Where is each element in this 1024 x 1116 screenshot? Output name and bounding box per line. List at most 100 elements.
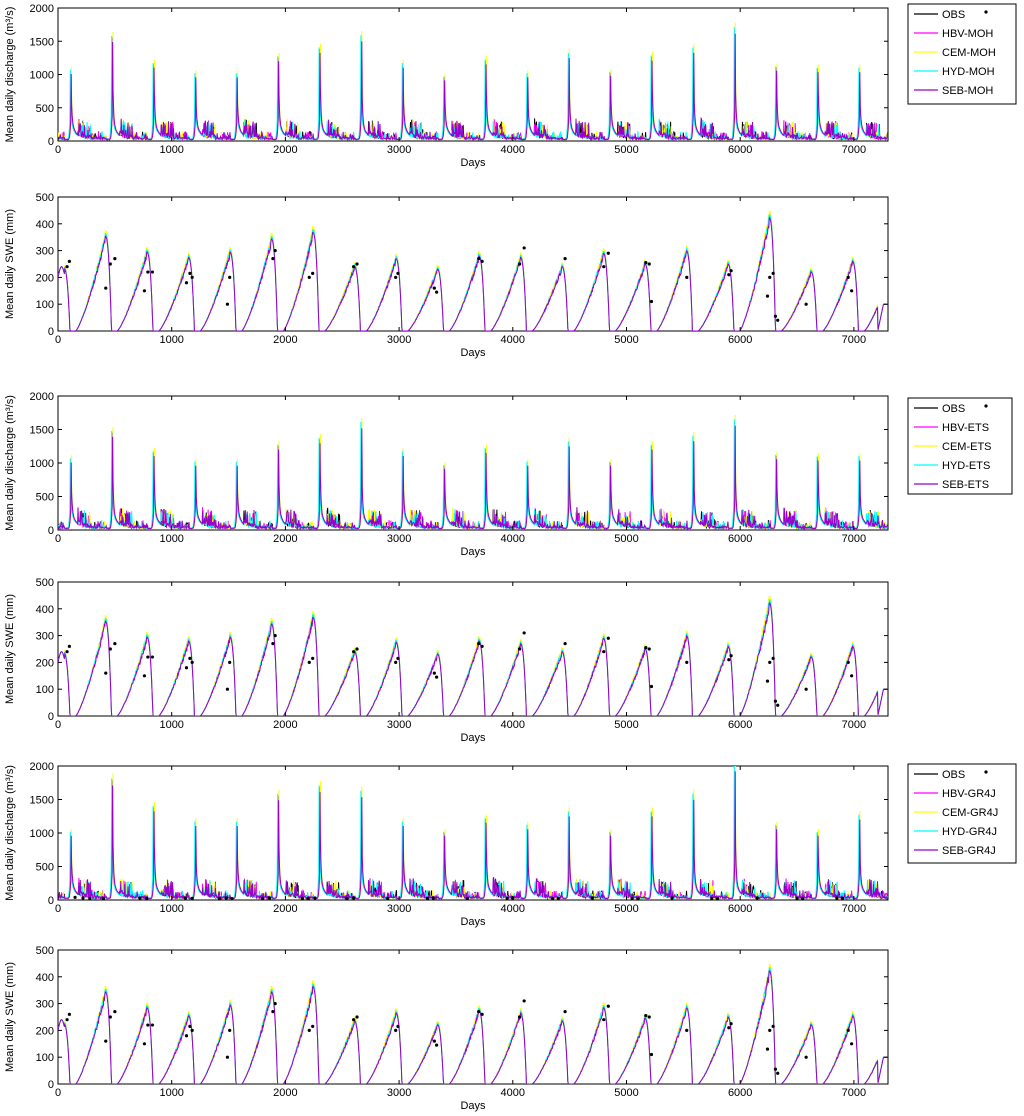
obs-point	[649, 299, 654, 304]
obs-point	[846, 660, 850, 665]
obs-point	[649, 684, 654, 689]
obs-point	[138, 896, 142, 900]
x-tick-label: 1000	[159, 1087, 183, 1099]
obs-point	[480, 1012, 484, 1016]
legend-entry: HYD-ETS	[942, 460, 990, 472]
y-tick-label: 500	[36, 103, 54, 115]
obs-point	[771, 1024, 775, 1028]
y-axis-label: Mean daily SWE (mm)	[4, 209, 16, 319]
chart-panel-4: 0 1000 2000 3000 4000 5000 6000 7000 0 100 200 300 4…	[4, 577, 889, 744]
y-axis-label: Mean daily discharge (m³/s)	[4, 765, 16, 901]
obs-point	[846, 1028, 850, 1032]
plot-frame	[57, 7, 889, 142]
legend-entry: HYD-GR4J	[942, 826, 997, 838]
legend-obs-marker	[984, 770, 988, 774]
plot-area	[58, 766, 888, 900]
obs-point	[556, 896, 560, 900]
legend-entry: CEM-MOH	[942, 47, 996, 59]
x-tick-label: 2000	[273, 144, 297, 156]
x-axis-label: Days	[460, 916, 486, 928]
legend: OBS HBV-GR4J CEM-GR4J HYD-GR4J SEB-GR4J	[907, 763, 1017, 864]
y-tick-label: 0	[48, 1079, 54, 1091]
obs-point	[518, 262, 522, 266]
obs-point	[636, 897, 640, 900]
obs-point	[771, 656, 775, 660]
y-tick-label: 0	[48, 895, 54, 907]
x-tick-label: 6000	[728, 719, 752, 731]
obs-point	[273, 1002, 277, 1006]
x-tick-label: 5000	[614, 903, 638, 915]
legend: OBS HBV-MOH CEM-MOH HYD-MOH SEB-MOH	[907, 3, 1017, 105]
obs-point	[188, 656, 192, 660]
obs-point	[670, 896, 674, 900]
obs-point	[113, 642, 117, 646]
obs-point	[685, 1028, 689, 1032]
legend-entry: SEB-MOH	[942, 85, 993, 97]
obs-point	[649, 1052, 654, 1057]
y-tick-label: 2000	[30, 761, 54, 773]
obs-point	[729, 269, 733, 273]
x-tick-label: 6000	[728, 334, 752, 346]
obs-point	[465, 897, 469, 900]
legend-entry: CEM-GR4J	[942, 807, 998, 819]
x-tick-label: 4000	[501, 144, 525, 156]
obs-point	[352, 896, 356, 900]
y-tick-label: 2000	[30, 3, 54, 15]
obs-point	[804, 302, 808, 306]
y-tick-label: 1000	[30, 828, 54, 840]
obs-point	[65, 265, 69, 269]
obs-point	[768, 660, 772, 665]
obs-point	[108, 647, 112, 651]
obs-point	[477, 1010, 481, 1014]
y-tick-label: 200	[36, 272, 54, 284]
x-axis-label: Days	[460, 1100, 486, 1112]
legend-box	[907, 3, 1017, 105]
legend-entry: HBV-ETS	[942, 422, 989, 434]
x-tick-label: 6000	[728, 533, 752, 545]
obs-point	[267, 896, 272, 900]
obs-point	[352, 650, 356, 654]
x-tick-label: 7000	[842, 719, 866, 731]
obs-point	[522, 631, 526, 635]
obs-point	[602, 650, 606, 654]
y-tick-label: 500	[36, 945, 54, 957]
obs-point	[522, 999, 526, 1003]
obs-point	[435, 290, 439, 294]
series-line-seb-ets	[58, 425, 888, 530]
obs-point	[261, 896, 265, 900]
plot-frame	[57, 949, 889, 1085]
chart-panel-5: 0 1000 2000 3000 4000 5000 6000 7000 0 500 1000 150…	[4, 761, 1017, 928]
obs-point	[230, 897, 234, 900]
x-tick-label: 7000	[842, 1087, 866, 1099]
y-tick-label: 400	[36, 604, 54, 616]
obs-point	[850, 1042, 854, 1046]
obs-point	[394, 275, 398, 279]
x-tick-label: 5000	[614, 334, 638, 346]
obs-point	[522, 246, 526, 250]
obs-point	[104, 1039, 108, 1043]
obs-point	[846, 275, 850, 279]
y-tick-label: 400	[36, 972, 54, 984]
y-axis-label: Mean daily SWE (mm)	[4, 962, 16, 1072]
obs-point	[773, 1067, 778, 1071]
series-line-seb	[58, 602, 888, 716]
obs-point	[188, 271, 192, 275]
obs-point	[108, 262, 112, 266]
obs-point	[765, 1047, 770, 1051]
obs-point	[768, 275, 772, 279]
obs-point	[840, 896, 845, 900]
obs-point	[773, 314, 778, 318]
obs-point	[606, 636, 610, 640]
obs-point	[190, 660, 194, 665]
x-tick-label: 2000	[273, 334, 297, 346]
y-tick-label: 1500	[30, 795, 54, 807]
obs-point	[184, 1034, 189, 1038]
obs-point	[768, 1028, 772, 1032]
y-tick-label: 500	[36, 862, 54, 874]
plot-area	[58, 22, 888, 141]
obs-point	[602, 1018, 606, 1022]
obs-point	[606, 251, 610, 255]
obs-point	[396, 271, 400, 275]
obs-point	[435, 1043, 439, 1047]
obs-point	[88, 896, 92, 900]
